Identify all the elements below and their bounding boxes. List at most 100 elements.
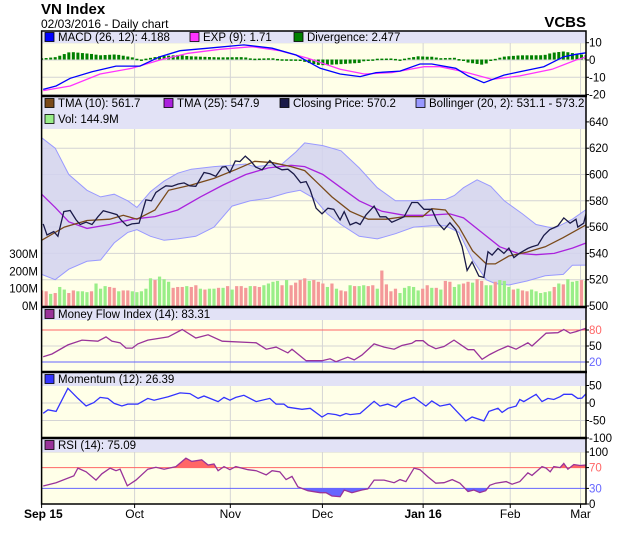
volume-bar <box>493 281 497 306</box>
divergence-bar <box>389 58 393 60</box>
volume-bar <box>325 286 330 306</box>
x-tick-label: Nov <box>220 507 241 521</box>
volume-bar <box>520 290 525 306</box>
divergence-bar <box>280 59 284 61</box>
volume-bar <box>457 284 461 306</box>
legend-label: MACD (26, 12): 4.188 <box>58 32 170 44</box>
divergence-bar <box>203 56 207 60</box>
volume-bar <box>85 292 89 306</box>
volume-bar <box>557 283 561 306</box>
divergence-bar <box>239 57 243 60</box>
volume-bar <box>167 281 171 306</box>
volume-bar <box>366 286 370 306</box>
volume-bar <box>89 291 94 306</box>
divergence-bar <box>325 59 329 65</box>
volume-bar <box>194 285 198 306</box>
volume-bar <box>207 288 212 306</box>
volume-bar <box>257 286 261 306</box>
volume-bar <box>44 291 48 306</box>
divergence-bar <box>552 52 556 60</box>
volume-bar <box>144 288 148 306</box>
divergence-bar <box>185 55 189 60</box>
divergence-bar <box>289 59 293 61</box>
divergence-bar <box>49 57 53 60</box>
volume-bar <box>275 280 280 306</box>
divergence-bar <box>321 59 325 66</box>
divergence-bar <box>371 59 375 61</box>
volume-bar <box>230 289 234 306</box>
volume-bar <box>203 289 207 306</box>
divergence-bar <box>53 57 57 60</box>
legend-label: TMA (10): 561.7 <box>58 98 140 110</box>
divergence-bar <box>198 56 202 60</box>
volume-bar <box>502 280 506 306</box>
divergence-bar <box>448 57 452 60</box>
chart-border <box>40 30 587 505</box>
mfi-panel: 80 50 20 Money Flow Index (14): 83.31 <box>41 308 602 371</box>
bollinger-upper-line <box>41 137 587 229</box>
volume-bar <box>330 283 334 306</box>
volume-bar <box>176 286 180 306</box>
volume-bar <box>461 283 466 306</box>
divergence-bar <box>207 57 211 60</box>
divergence-bar <box>539 55 543 60</box>
volume-bar <box>566 279 570 306</box>
divergence-bar <box>489 59 493 61</box>
volume-bar <box>117 291 121 306</box>
volume-bar <box>239 286 243 306</box>
volume-bar <box>126 290 130 306</box>
volume-bar <box>380 270 384 306</box>
x-tick-label: Feb <box>500 507 521 521</box>
divergence-bar <box>58 55 62 60</box>
divergence-bar <box>407 57 411 60</box>
volume-bar <box>67 293 71 306</box>
divergence-bar <box>90 53 94 60</box>
divergence-bar <box>548 53 552 60</box>
divergence-bar <box>271 58 275 60</box>
divergence-bar <box>117 54 121 60</box>
divergence-bar <box>362 59 366 62</box>
x-tick-label: Jan 16 <box>404 507 442 521</box>
mfi-line <box>43 327 587 363</box>
divergence-bar <box>112 54 116 60</box>
divergence-bar <box>344 59 348 64</box>
volume-bar <box>98 288 103 306</box>
divergence-bar <box>530 55 534 60</box>
volume-bar <box>198 288 202 306</box>
legend-swatch <box>44 440 55 450</box>
legend-label: RSI (14): 75.09 <box>58 440 136 452</box>
volume-bar <box>384 284 388 306</box>
volume-bar <box>216 287 221 306</box>
mom-legend-band <box>41 373 587 386</box>
divergence-bar <box>471 59 475 64</box>
divergence-bar <box>162 55 166 60</box>
volume-bar <box>570 281 574 306</box>
legend-label: TMA (25): 547.9 <box>177 98 259 110</box>
volume-bar <box>108 286 112 306</box>
volume-bar <box>416 290 420 306</box>
legend-label: Money Flow Index (14): 83.31 <box>58 309 210 321</box>
volume-bar <box>498 280 502 306</box>
divergence-bar <box>357 59 361 63</box>
volume-bar <box>80 291 85 306</box>
mfi-tick-label: 50 <box>589 341 602 353</box>
volume-bar <box>412 286 416 306</box>
volume-bar <box>171 287 175 306</box>
volume-bar <box>452 286 457 306</box>
divergence-bar <box>534 55 538 60</box>
mom-panel: 50 0 -50 -100 Momentum (12): 26.39 <box>41 373 612 445</box>
volume-bar <box>49 293 53 306</box>
volume-bar <box>180 286 184 306</box>
divergence-bar <box>217 57 221 60</box>
divergence-bar <box>294 59 298 61</box>
legend-swatch <box>189 32 200 42</box>
volume-bar <box>262 285 266 306</box>
price-tick-label: 580 <box>589 196 608 208</box>
divergence-bar <box>103 55 107 60</box>
mom-series <box>42 387 587 422</box>
divergence-bar <box>144 58 148 61</box>
macd-legend-band <box>41 31 587 43</box>
divergence-bar <box>94 54 98 60</box>
volume-tick-label: 300M <box>9 249 38 261</box>
volume-bar <box>357 286 361 306</box>
